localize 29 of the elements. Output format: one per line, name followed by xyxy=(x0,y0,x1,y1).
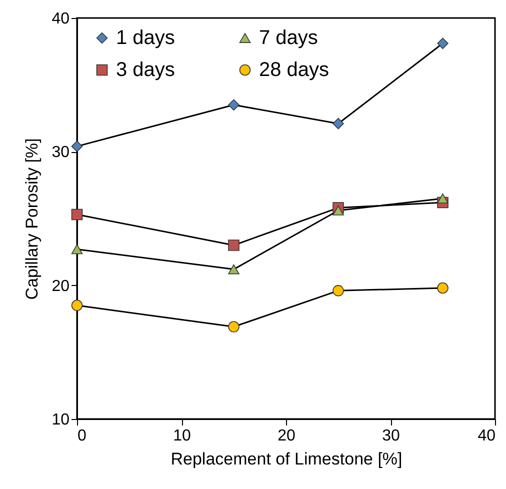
legend-label: 7 days xyxy=(259,27,318,49)
y-tick-label: 30 xyxy=(52,144,70,162)
x-tick-label: 10 xyxy=(173,428,191,444)
point xyxy=(437,282,448,294)
y-tick-label: 40 xyxy=(52,10,70,28)
point xyxy=(228,264,240,274)
y-axis-title: Capillary Porosity [%] xyxy=(22,138,42,300)
point xyxy=(228,240,240,251)
point xyxy=(71,208,83,220)
point xyxy=(228,99,240,111)
point xyxy=(228,321,240,332)
x-tick-label: 40 xyxy=(478,428,496,444)
legend-label: 28 days xyxy=(259,59,330,81)
point xyxy=(71,300,83,312)
point xyxy=(437,194,448,204)
point xyxy=(332,285,344,296)
x-tick-label: 0 xyxy=(78,428,86,444)
legend-label: 1 days xyxy=(116,27,175,49)
point xyxy=(437,38,448,50)
point xyxy=(332,206,344,216)
legend-label: 3 days xyxy=(116,59,175,81)
point xyxy=(332,118,344,130)
y-tick-label: 20 xyxy=(52,278,70,295)
x-axis-title: Replacement of Limestone [%] xyxy=(170,450,402,468)
point xyxy=(71,244,83,254)
y-tick-label: 10 xyxy=(52,412,70,428)
x-tick-label: 30 xyxy=(382,428,400,444)
x-tick-label: 20 xyxy=(278,428,296,444)
point xyxy=(71,140,83,152)
